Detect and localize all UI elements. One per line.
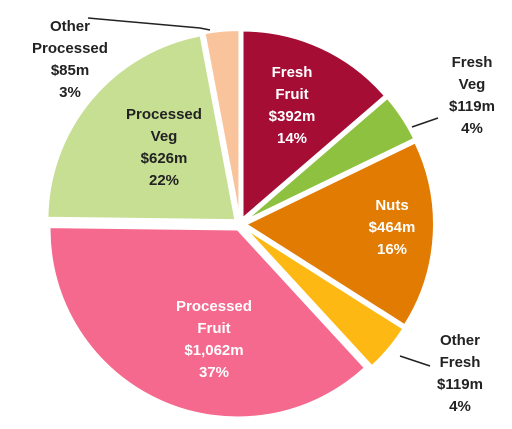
- pie-slice: [48, 226, 367, 419]
- pie-slice: [241, 29, 387, 221]
- percent-label: 4%: [461, 120, 483, 137]
- value-label: $119m: [449, 98, 495, 115]
- slice-label: Fresh Fruit $392m 14%: [262, 62, 322, 150]
- category-label: Other Fresh: [439, 332, 481, 371]
- slice-label: Processed Fruit $1,062m 37%: [169, 296, 259, 384]
- pie-slice: [243, 141, 435, 327]
- percent-label: 37%: [198, 364, 230, 381]
- percent-label: 3%: [59, 84, 81, 101]
- pie-slice: [244, 96, 416, 222]
- percent-label: 16%: [376, 241, 408, 258]
- category-label: Fresh Fruit: [271, 64, 313, 103]
- slice-label: Other Fresh $119m 4%: [430, 330, 490, 418]
- category-label: Processed Fruit: [176, 298, 252, 337]
- slice-label: Nuts $464m 16%: [352, 195, 432, 261]
- value-label: $1,062m: [184, 342, 244, 359]
- category-label: Nuts: [375, 197, 409, 214]
- value-label: $392m: [268, 108, 316, 125]
- category-label: Processed Veg: [126, 106, 202, 145]
- category-label: Fresh Veg: [451, 54, 493, 93]
- value-label: $464m: [368, 219, 416, 236]
- leader-line: [411, 117, 439, 128]
- percent-label: 22%: [148, 172, 180, 189]
- slice-label: Fresh Veg $119m 4%: [442, 52, 502, 140]
- pie-slice: [243, 227, 405, 368]
- slice-label: Processed Veg $626m 22%: [124, 104, 204, 192]
- slice-label: Other Processed $85m 3%: [20, 16, 120, 104]
- percent-label: 4%: [449, 398, 471, 415]
- percent-label: 14%: [276, 130, 308, 147]
- leader-line: [399, 355, 431, 367]
- pie-slice: [203, 29, 241, 219]
- pie-slice: [46, 34, 237, 222]
- value-label: $119m: [437, 376, 483, 393]
- leader-line: [87, 17, 211, 31]
- value-label: $85m: [50, 62, 90, 79]
- value-label: $626m: [140, 150, 188, 167]
- category-label: Other Processed: [32, 18, 108, 57]
- slices: [46, 29, 435, 419]
